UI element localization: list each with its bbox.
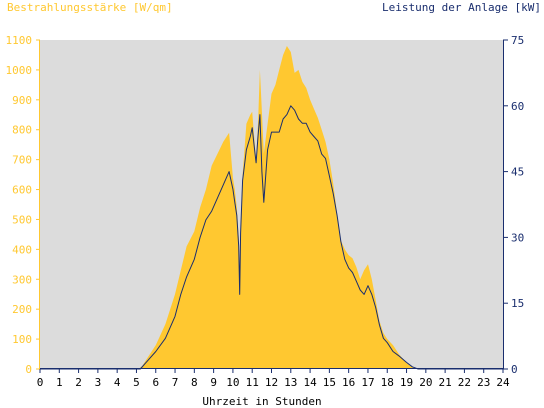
series-layer (40, 46, 503, 370)
x-tick-label: 12 (265, 376, 278, 389)
x-tick-label: 21 (439, 376, 452, 389)
x-tick-label: 13 (284, 376, 297, 389)
x-tick-label: 7 (172, 376, 179, 389)
x-tick-label: 0 (37, 376, 44, 389)
left-tick-label: 300 (12, 273, 32, 286)
right-tick-label: 75 (511, 34, 524, 47)
left-tick-label: 400 (12, 243, 32, 256)
x-tick-label: 17 (361, 376, 374, 389)
irradiance-area (40, 46, 503, 369)
x-tick-label: 2 (75, 376, 82, 389)
left-tick-label: 0 (25, 363, 32, 376)
x-ticks: 0 1 2 3 4 5 6 7 8 9 10 11 12 13 14 15 16 17 18 19 20 21 22 23 24 (37, 369, 510, 389)
x-tick-label: 22 (458, 376, 471, 389)
x-tick-label: 23 (477, 376, 490, 389)
x-tick-label: 20 (419, 376, 432, 389)
x-tick-label: 6 (152, 376, 159, 389)
left-tick-label: 200 (12, 303, 32, 316)
x-tick-label: 14 (303, 376, 317, 389)
x-tick-label: 11 (246, 376, 259, 389)
x-tick-label: 10 (226, 376, 239, 389)
left-tick-label: 100 (12, 333, 32, 346)
right-tick-label: 0 (511, 363, 518, 376)
x-tick-label: 19 (400, 376, 413, 389)
right-axis-title: Leistung der Anlage [kW] (382, 1, 541, 14)
x-tick-label: 8 (191, 376, 198, 389)
left-tick-label: 900 (12, 94, 32, 107)
x-axis-title: Uhrzeit in Stunden (202, 395, 321, 408)
left-tick-label: 1100 (6, 34, 33, 47)
right-tick-label: 15 (511, 297, 524, 310)
x-tick-label: 16 (342, 376, 355, 389)
x-tick-label: 5 (133, 376, 140, 389)
right-tick-label: 30 (511, 231, 524, 244)
right-tick-label: 45 (511, 166, 524, 179)
left-tick-label: 500 (12, 213, 32, 226)
left-tick-label: 700 (12, 154, 32, 167)
left-axis-title: Bestrahlungsstärke [W/qm] (7, 1, 173, 14)
x-tick-label: 18 (381, 376, 394, 389)
x-tick-label: 4 (114, 376, 121, 389)
right-y-ticks: 0 15 30 45 60 75 (503, 34, 524, 376)
x-tick-label: 24 (496, 376, 510, 389)
x-tick-label: 9 (210, 376, 217, 389)
x-tick-label: 3 (95, 376, 102, 389)
right-tick-label: 60 (511, 100, 524, 113)
left-y-ticks: 0 100 200 300 400 500 600 700 800 900 1000 1100 (6, 34, 40, 376)
left-tick-label: 600 (12, 184, 32, 197)
left-tick-label: 1000 (6, 64, 33, 77)
x-tick-label: 1 (56, 376, 63, 389)
left-tick-label: 800 (12, 124, 32, 137)
x-tick-label: 15 (323, 376, 336, 389)
power-line (40, 105, 503, 370)
